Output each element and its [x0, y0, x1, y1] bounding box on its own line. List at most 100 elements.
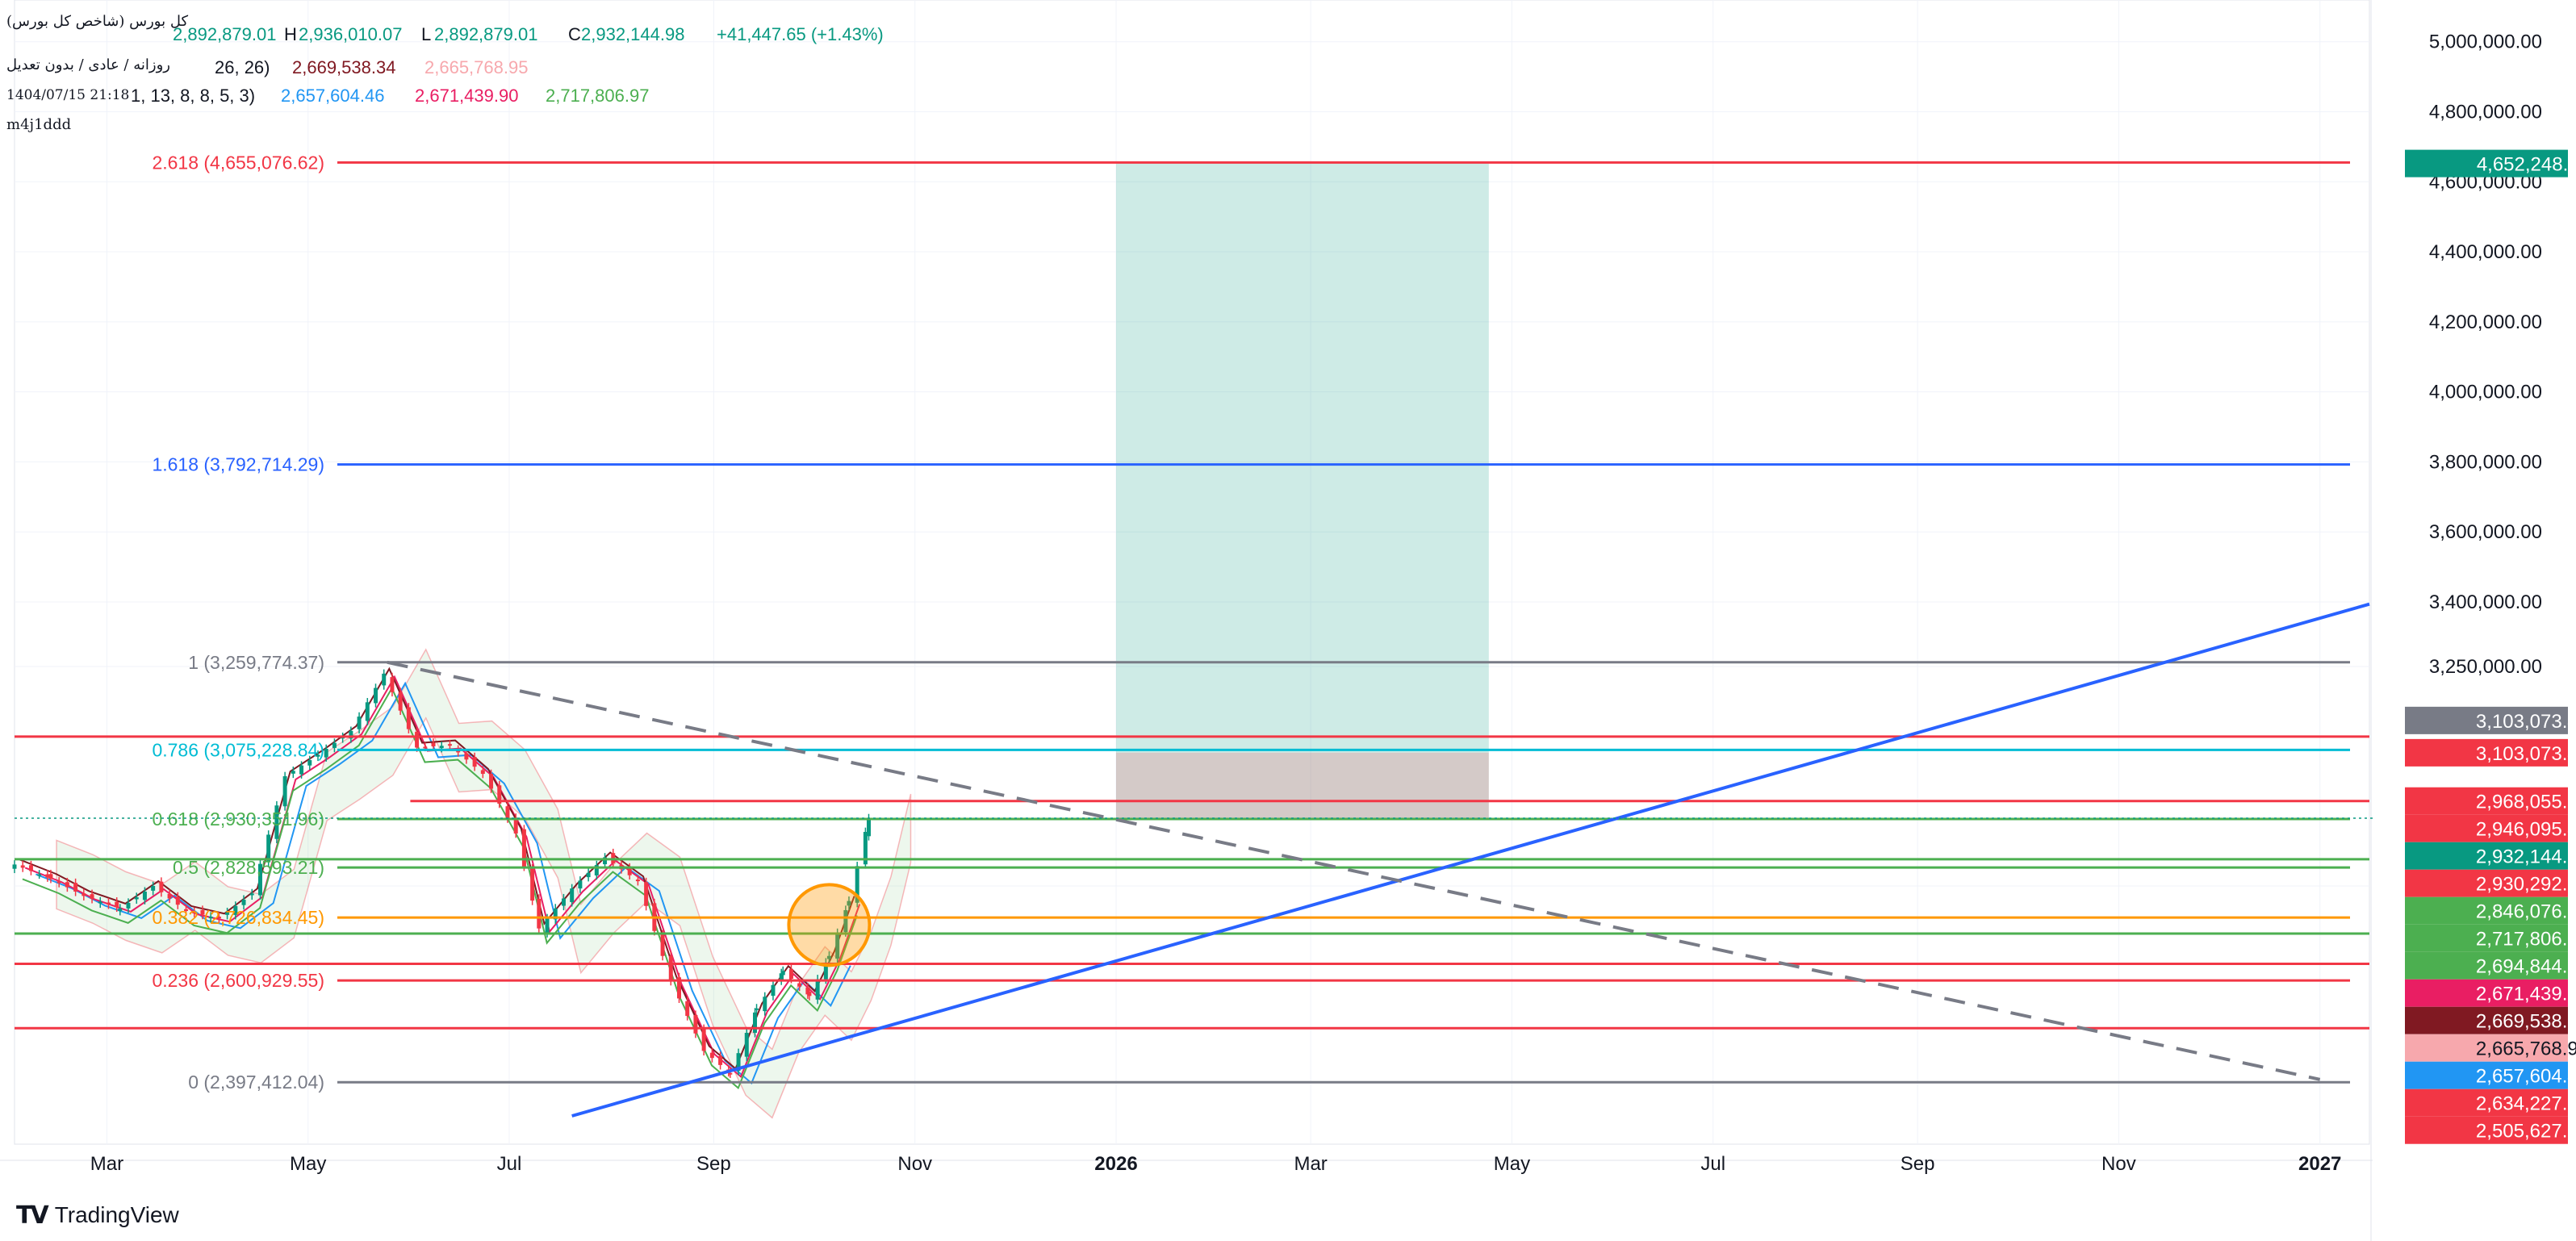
- fib-level-label: 1.618 (3,792,714.29): [152, 454, 324, 475]
- tradingview-logo-text: TradingView: [54, 1202, 179, 1227]
- ma-line-pink: [24, 675, 861, 1078]
- legend-ma-params: 1, 13, 8, 8, 5, 3): [131, 86, 256, 106]
- price-axis-tick-label: 5,000,000.00: [2429, 31, 2542, 53]
- tradingview-logo[interactable]: TV TradingView: [16, 1201, 179, 1230]
- candle-body: [98, 901, 102, 904]
- candle-body: [415, 731, 420, 748]
- ichimoku-cloud: [56, 648, 912, 1119]
- price-label: 2,717,806.97: [2405, 924, 2576, 952]
- candle-body: [249, 893, 254, 896]
- candle-body: [855, 866, 859, 903]
- price-label-text: 2,505,627.16: [2476, 1121, 2576, 1143]
- candle-body: [736, 1053, 741, 1071]
- highlight-circle: [787, 883, 872, 967]
- legend-row-author: m4j1ddd: [6, 116, 72, 133]
- price-label-text: 3,103,073.41: [2476, 743, 2576, 765]
- legend-close: 2,932,144.98: [581, 24, 685, 44]
- price-axis-tick-label: 4,000,000.00: [2429, 382, 2542, 403]
- price-label-bg: [2405, 1034, 2568, 1062]
- price-label-text: 2,968,055.02: [2476, 792, 2576, 813]
- price-label-bg: [2405, 979, 2568, 1007]
- candle-body: [307, 760, 312, 766]
- candle-body: [45, 874, 50, 878]
- price-label-bg: [2405, 924, 2568, 952]
- legend-high-label: H: [284, 24, 297, 44]
- candle-body: [763, 997, 767, 1012]
- candle-body: [282, 776, 287, 807]
- price-label-bg: [2405, 869, 2568, 897]
- candle-body: [28, 865, 33, 871]
- price-label: 2,694,844.28: [2405, 951, 2576, 980]
- price-label-text: 4,652,248.11: [2477, 154, 2576, 176]
- legend-low-label: L: [421, 24, 432, 44]
- time-axis-tick-label: Mar: [90, 1153, 123, 1175]
- candle-body: [545, 918, 550, 934]
- candle-body: [423, 746, 428, 749]
- chart-pane: [14, 0, 2370, 1145]
- price-label: 3,103,073.41: [2405, 738, 2576, 767]
- candle-body: [48, 874, 53, 880]
- candle-body: [56, 881, 61, 884]
- candle-body: [357, 717, 362, 729]
- price-label-bg: [2405, 842, 2568, 870]
- price-label-bg: [2405, 149, 2568, 178]
- candle-body: [586, 872, 591, 878]
- candle-body: [274, 805, 279, 839]
- price-label-bg: [2405, 814, 2568, 842]
- price-label: 4,652,248.11: [2405, 149, 2576, 178]
- candle-body: [447, 744, 452, 746]
- candle-body: [365, 702, 370, 721]
- candle-body: [374, 687, 378, 704]
- candle-body: [266, 834, 271, 863]
- candle-body: [866, 818, 871, 837]
- candle-body: [744, 1032, 749, 1057]
- candle-body: [349, 730, 353, 739]
- candle-body: [779, 973, 784, 981]
- price-label: 2,930,292.64: [2405, 869, 2576, 897]
- candle-body: [788, 969, 793, 980]
- candle-body: [382, 673, 387, 686]
- price-label-text: 2,665,768.95: [2476, 1038, 2576, 1060]
- price-label-text: 2,846,076.66: [2476, 901, 2576, 923]
- fib-level-label: 0.382 (2,726,834.45): [152, 907, 324, 928]
- price-label: 3,103,073.41: [2405, 706, 2576, 734]
- candle-body: [431, 742, 436, 747]
- legend-low: 2,892,879.01: [434, 24, 538, 44]
- time-axis-tick-label: 2026: [1094, 1153, 1137, 1175]
- legend-datetime: 1404/07/15 21:18: [6, 87, 130, 103]
- candle-body: [73, 883, 78, 892]
- candle-body: [65, 882, 69, 888]
- candle-body: [225, 912, 230, 915]
- candle-body: [797, 983, 802, 987]
- candle-body: [82, 893, 86, 896]
- candle-body: [142, 891, 147, 900]
- candle-body: [676, 977, 681, 999]
- candle-body: [755, 1008, 759, 1010]
- price-label: 2,657,604.46: [2405, 1061, 2576, 1089]
- candle-body: [570, 888, 575, 902]
- price-label: 2,634,227.57: [2405, 1088, 2576, 1117]
- candle-body: [780, 971, 785, 976]
- legend-ichimoku-value-2: 2,665,768.95: [424, 57, 529, 77]
- candle-body: [20, 865, 25, 868]
- price-label: 2,505,627.16: [2405, 1116, 2576, 1144]
- legend-ichimoku-params: 26, 26): [215, 57, 270, 77]
- price-label-bg: [2405, 1061, 2568, 1089]
- candle-body: [578, 880, 583, 889]
- candle-body: [126, 902, 131, 909]
- candle-body: [561, 898, 566, 906]
- candle-body: [480, 770, 485, 775]
- time-axis-tick-label: Jul: [497, 1153, 522, 1175]
- candle-body: [823, 963, 828, 980]
- trendline-dashed: [387, 660, 2321, 1081]
- candle-body: [668, 955, 673, 981]
- candle-body: [627, 867, 632, 875]
- candle-body: [233, 905, 238, 915]
- candle-body: [843, 909, 848, 933]
- legend-open: 2,892,879.01: [173, 24, 277, 44]
- candle-body: [701, 1029, 706, 1051]
- candle-body: [771, 984, 776, 997]
- candle-body: [728, 1072, 733, 1075]
- candle-body: [537, 898, 542, 929]
